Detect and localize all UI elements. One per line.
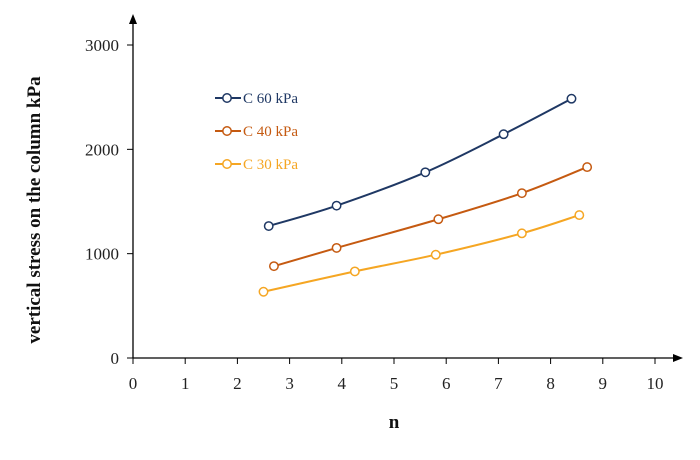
legend-item: C 40 kPa: [215, 124, 298, 140]
x-axis-arrow: [673, 354, 683, 362]
y-tick-label: 3000: [85, 36, 119, 55]
data-point: [566, 93, 577, 104]
x-tick-label: 6: [442, 374, 451, 393]
y-tick-label: 0: [111, 349, 120, 368]
y-tick-label: 2000: [85, 140, 119, 159]
data-point: [574, 210, 585, 221]
x-tick-label: 2: [233, 374, 242, 393]
data-point: [263, 221, 274, 231]
legend-marker: [222, 159, 232, 169]
data-point: [420, 167, 431, 178]
x-tick-label: 1: [181, 374, 190, 393]
legend-marker: [222, 93, 232, 103]
data-point: [516, 188, 527, 199]
legend-item: C 60 kPa: [215, 91, 298, 107]
data-point: [331, 200, 342, 211]
data-point: [498, 129, 509, 140]
data-point: [430, 249, 441, 260]
data-point: [331, 242, 342, 253]
series-layer: [258, 93, 593, 297]
series-line: [263, 214, 580, 293]
x-tick-label: 0: [129, 374, 138, 393]
series-line: [273, 166, 588, 268]
data-point: [433, 214, 444, 225]
x-tick-label: 4: [338, 374, 347, 393]
legend-item: C 30 kPa: [215, 157, 298, 173]
data-point: [516, 228, 527, 239]
data-point: [349, 266, 360, 277]
x-tick-label: 9: [599, 374, 608, 393]
y-tick-label: 1000: [85, 245, 119, 264]
data-point: [268, 261, 279, 272]
x-tick-label: 10: [647, 374, 664, 393]
legend-marker: [222, 126, 232, 136]
series-1: [268, 162, 593, 272]
data-point: [258, 286, 269, 297]
x-axis-title: n: [389, 412, 400, 433]
legend-label: C 30 kPa: [243, 157, 298, 173]
series-2: [258, 210, 585, 297]
x-tick-label: 3: [285, 374, 294, 393]
axes: 0 1 2 3 4 5 6 7 8 9 10 0 1000 2000 3000: [85, 14, 683, 393]
x-tick-label: 8: [546, 374, 555, 393]
x-tick-label: 7: [494, 374, 503, 393]
y-axis-title: vertical stress on the column kPa: [24, 76, 45, 344]
legend: C 60 kPa C 40 kPa C 30 kPa: [215, 91, 298, 173]
legend-label: C 60 kPa: [243, 91, 298, 107]
legend-label: C 40 kPa: [243, 124, 298, 140]
series-line: [268, 97, 572, 227]
y-axis-arrow: [129, 14, 137, 24]
x-tick-label: 5: [390, 374, 399, 393]
series-0: [263, 93, 577, 231]
data-point: [582, 162, 593, 173]
